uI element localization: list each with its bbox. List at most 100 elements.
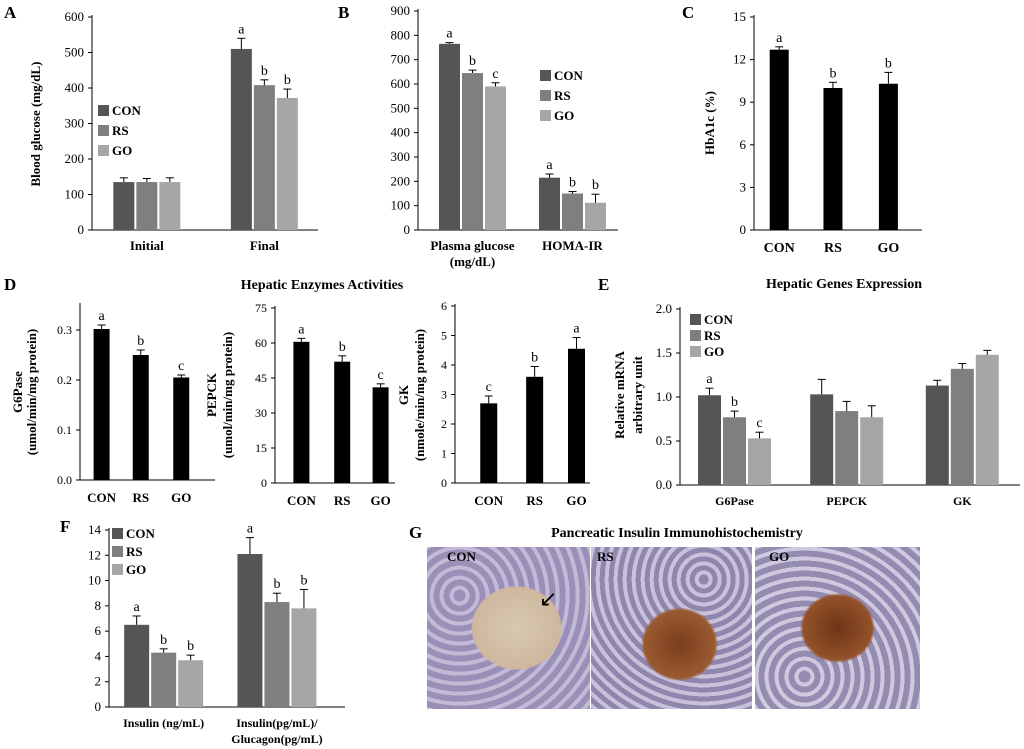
bar [526, 376, 544, 483]
legend-swatch [112, 528, 123, 539]
y-tick-label: 3 [441, 388, 447, 402]
y-tick-label: 4 [441, 358, 447, 372]
x-category-label: PEPCK [826, 494, 867, 508]
significance-letter: c [178, 359, 184, 374]
bar [975, 354, 999, 485]
arrow-icon: ↙ [539, 587, 558, 612]
y-tick-label: 500 [391, 100, 411, 115]
y-tick-label: 400 [65, 80, 85, 95]
bar [93, 329, 110, 480]
bar [950, 368, 974, 485]
y-tick-label: 15 [255, 441, 267, 455]
y-tick-label: 800 [391, 27, 411, 42]
y-tick-label: 0 [261, 476, 267, 490]
x-category-label: Plasma glucose [430, 238, 514, 253]
y-tick-label: 700 [391, 52, 411, 67]
significance-letter: c [492, 67, 498, 82]
y-tick-label: 100 [65, 187, 85, 202]
significance-letter: b [829, 66, 836, 81]
y-axis-label: arbitrary unit [630, 356, 645, 434]
bar [276, 97, 298, 230]
y-tick-label: 1 [441, 447, 447, 461]
y-tick-label: 4 [95, 648, 102, 663]
bar [748, 438, 771, 485]
bar [860, 417, 884, 485]
y-tick-label: 6 [740, 137, 747, 152]
y-tick-label: 5 [441, 329, 447, 343]
significance-letter: b [300, 573, 307, 588]
micrograph-go: GO [755, 547, 920, 709]
significance-letter: b [273, 577, 280, 592]
bar [334, 361, 351, 483]
x-category-label: GO [566, 493, 586, 508]
panel-letter-b: B [338, 3, 349, 22]
chart-b [414, 9, 618, 231]
bar [372, 387, 389, 483]
y-tick-label: 500 [65, 45, 85, 60]
significance-letter: b [531, 350, 538, 365]
y-tick-label: 0.0 [57, 473, 72, 487]
x-category-label: G6Pase [715, 494, 754, 508]
chart-d1 [76, 303, 215, 481]
y-tick-label: 0 [740, 222, 747, 237]
x-category-label: Insulin (ng/mL) [123, 716, 204, 730]
micrograph-label-con: CON [447, 549, 476, 564]
legend-label: GO [112, 143, 132, 158]
x-category-label: (mg/dL) [450, 254, 496, 269]
legend-label: RS [112, 123, 129, 138]
legend-label: CON [112, 103, 142, 118]
panel-letter-d: D [4, 275, 16, 294]
y-tick-label: 60 [255, 336, 267, 350]
x-category-label: CON [87, 490, 117, 505]
y-tick-label: 12 [88, 547, 101, 562]
x-category-label: RS [824, 241, 842, 256]
significance-letter: b [339, 340, 346, 355]
x-category-label: Insulin(pg/mL)/ [236, 716, 318, 730]
section-title-d: Hepatic Enzymes Activities [241, 278, 404, 293]
y-tick-label: 0.0 [656, 477, 672, 492]
y-axis-label: Blood glucose (mg/dL) [28, 62, 43, 187]
y-tick-label: 14 [88, 522, 102, 537]
bar [485, 86, 506, 230]
significance-letter: a [298, 322, 305, 337]
legend-swatch [98, 125, 109, 136]
legend-label: GO [126, 562, 146, 577]
legend-label: GO [554, 108, 574, 123]
y-axis-label: (umol/min/mg protein) [24, 329, 39, 456]
y-tick-label: 15 [733, 9, 746, 24]
bar [723, 417, 746, 485]
legend-swatch [112, 564, 123, 575]
bar [230, 48, 252, 231]
bar [823, 88, 843, 230]
x-category-label: CON [764, 241, 795, 256]
bar [568, 348, 585, 483]
chart-e [676, 307, 1020, 486]
bar [539, 177, 560, 230]
chart-c [750, 15, 922, 231]
y-tick-label: 75 [255, 301, 267, 315]
y-tick-label: 0.1 [57, 423, 72, 437]
x-category-label: RS [526, 493, 543, 508]
chart-d3 [451, 304, 590, 484]
section-title-e: Hepatic Genes Expression [766, 277, 922, 292]
y-tick-label: 600 [65, 9, 85, 24]
y-tick-label: 6 [441, 299, 447, 313]
y-tick-label: 0.3 [57, 323, 72, 337]
significance-letter: a [134, 600, 141, 615]
panel-letter-g: G [409, 523, 422, 542]
panel-letter-f: F [60, 517, 70, 536]
significance-letter: b [137, 334, 144, 349]
legend-swatch [690, 330, 701, 341]
panel-letter-e: E [598, 275, 609, 294]
x-category-label: RS [334, 493, 351, 508]
y-tick-label: 6 [95, 623, 102, 638]
y-tick-label: 0 [78, 222, 85, 237]
bar [237, 554, 263, 707]
x-category-label: CON [287, 493, 317, 508]
y-tick-label: 300 [65, 116, 85, 131]
y-tick-label: 9 [740, 94, 747, 109]
bar [136, 182, 158, 230]
x-category-label: GO [878, 241, 900, 256]
